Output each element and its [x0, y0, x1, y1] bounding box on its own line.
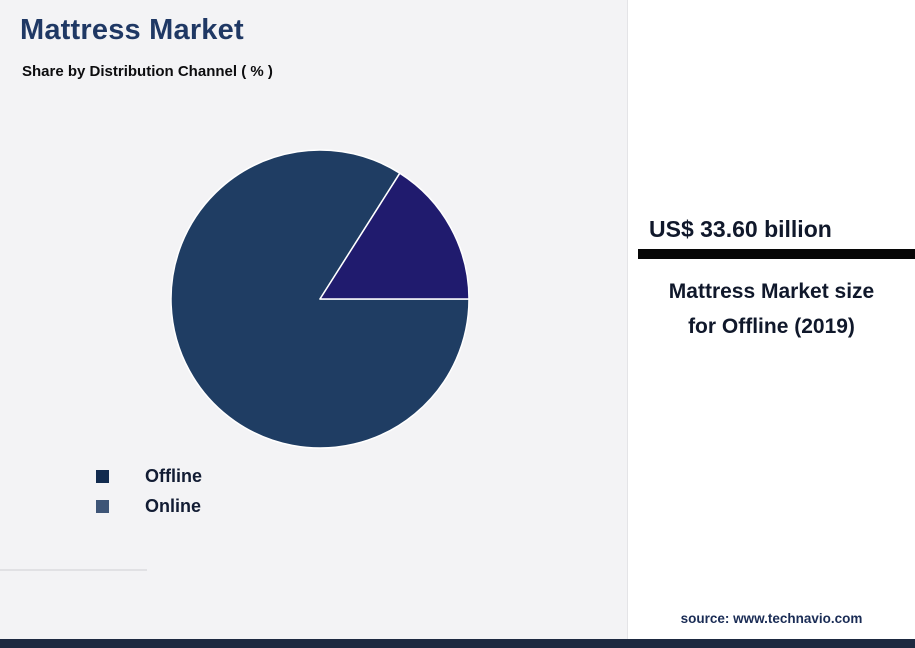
legend-label-offline: Offline — [145, 465, 202, 486]
legend-swatch-online — [96, 499, 109, 513]
highlight-panel: US$ 33.60 billion Mattress Market size f… — [627, 0, 915, 648]
legend-item-offline: Offline — [96, 461, 202, 491]
legend-label-online: Online — [145, 495, 202, 516]
legend-swatch-offline — [96, 469, 109, 483]
pie-chart — [169, 148, 471, 450]
chart-subtitle: Share by Distribution Channel ( % ) — [22, 63, 273, 80]
headline-underline-bar — [638, 249, 915, 259]
divider-line — [0, 569, 147, 571]
page-title: Mattress Market — [20, 14, 244, 46]
footer-bar — [0, 639, 915, 648]
stat-description-text: Mattress Market size for Offline (2019) — [668, 280, 875, 338]
legend-item-online: Online — [96, 491, 202, 521]
stat-description: Mattress Market size for Offline (2019) — [628, 274, 915, 344]
stat-value: US$ 33.60 billion — [649, 216, 832, 242]
pie-slice-online — [319, 172, 470, 300]
legend: Offline Online — [96, 461, 202, 521]
source-text: source: www.technavio.com — [680, 611, 863, 626]
